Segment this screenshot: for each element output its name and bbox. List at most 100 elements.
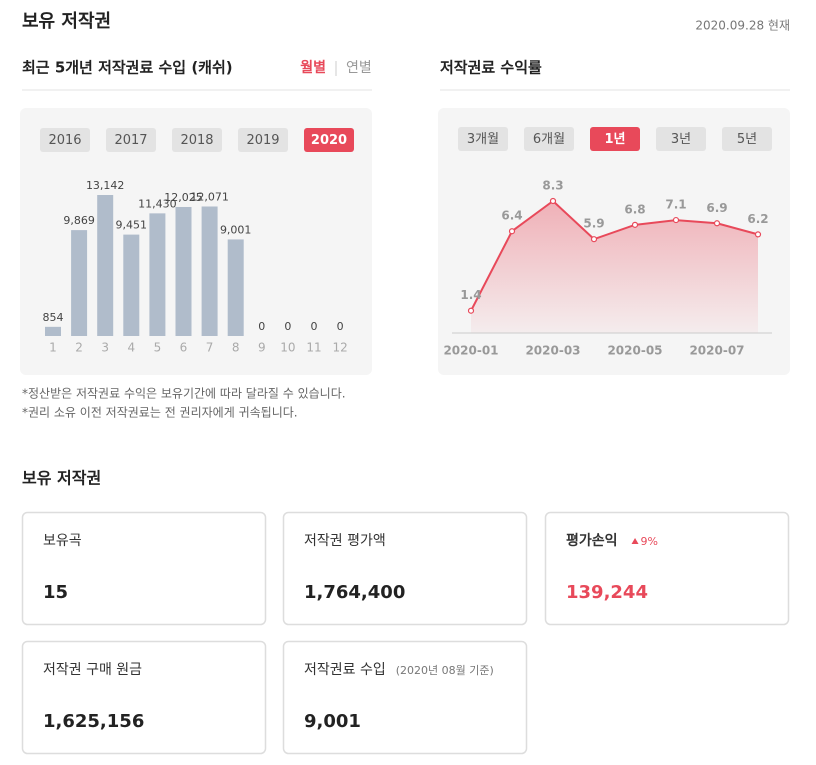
x-tick-label: 4	[127, 341, 135, 355]
note: *정산받은 저작권료 수익은 보유기간에 따라 달라질 수 있습니다.	[22, 387, 346, 401]
tab[interactable]	[40, 128, 90, 152]
card-label: 보유곡	[43, 533, 82, 549]
data-label: 1.4	[460, 288, 481, 302]
card	[282, 640, 528, 755]
toggle[interactable]: 월별	[300, 59, 326, 76]
card-value: 9,001	[304, 711, 361, 732]
data-label: 12,071	[190, 190, 229, 203]
x-tick-label: 2020-01	[443, 344, 498, 358]
tab-label[interactable]: 2016	[48, 133, 81, 148]
tab-label[interactable]: 2019	[246, 133, 279, 148]
point	[713, 220, 721, 227]
data-label: 0	[258, 320, 265, 333]
bar	[175, 206, 192, 336]
x-tick-label: 8	[232, 341, 240, 355]
bar	[97, 195, 114, 336]
date: 2020.09.28 현재	[695, 19, 790, 33]
tab[interactable]	[238, 128, 288, 152]
data-label: 11,430	[138, 197, 177, 210]
card-value: 1,764,400	[304, 582, 405, 603]
x-tick-label: 2	[75, 341, 83, 355]
tab[interactable]	[304, 128, 354, 152]
x-tick-label: 2020-07	[689, 344, 744, 358]
card-note: (2020년 08월 기준)	[396, 664, 494, 677]
point	[672, 216, 680, 224]
card	[544, 511, 790, 626]
bar	[227, 239, 244, 336]
section-title: 최근 5개년 저작권료 수입 (캐쉬)	[22, 59, 233, 77]
card-label: 저작권 평가액	[304, 533, 386, 549]
point	[590, 236, 598, 243]
x-tick-label: 10	[280, 341, 295, 355]
x-tick-label: 2020-03	[525, 344, 580, 358]
tab[interactable]	[656, 127, 706, 151]
bar	[123, 234, 140, 336]
point	[754, 231, 762, 238]
area	[471, 201, 758, 333]
card	[282, 511, 528, 626]
toggle[interactable]: 연별	[346, 60, 372, 76]
x-tick-label: 11	[306, 341, 321, 355]
tab-label[interactable]: 1년	[604, 132, 625, 147]
tab-label[interactable]: 3개월	[467, 132, 499, 147]
data-label: 12,025	[164, 191, 203, 204]
card	[21, 640, 267, 755]
card	[21, 511, 267, 626]
tab-label[interactable]: 2017	[114, 133, 147, 148]
x-tick-label: 7	[206, 341, 214, 355]
x-tick-label: 6	[180, 341, 188, 355]
tab[interactable]	[722, 127, 772, 151]
data-label: 6.8	[624, 202, 645, 216]
card-value: 15	[43, 582, 68, 603]
section-title: 보유 저작권	[22, 469, 101, 488]
bar	[201, 206, 218, 336]
card-label: 저작권료 수입	[304, 662, 386, 678]
data-label: 9,869	[63, 214, 95, 227]
tab[interactable]	[590, 127, 640, 151]
card-value: 1,625,156	[43, 711, 144, 732]
card-label: 평가손익	[566, 532, 618, 549]
card-change: 9%	[641, 535, 658, 548]
page-title: 보유 저작권	[22, 11, 111, 32]
tab[interactable]	[524, 127, 574, 151]
data-label: 6.2	[747, 212, 768, 226]
x-tick-label: 5	[154, 341, 162, 355]
data-label: 7.1	[665, 198, 686, 212]
card-label: 저작권 구매 원금	[43, 662, 142, 678]
bar	[71, 230, 88, 336]
data-label: 8.3	[542, 179, 563, 193]
card-value: 139,244	[566, 582, 648, 603]
x-tick-label: 3	[101, 341, 109, 355]
tab-label[interactable]: 6개월	[533, 132, 565, 147]
tab[interactable]	[106, 128, 156, 152]
tab-label[interactable]: 2018	[180, 133, 213, 148]
data-label: 9,001	[220, 223, 252, 236]
point	[549, 197, 557, 205]
tab-label[interactable]: 3년	[671, 132, 691, 147]
data-label: 5.9	[583, 217, 604, 231]
data-label: 0	[337, 320, 344, 333]
data-label: 13,142	[86, 179, 125, 192]
x-tick-label: 1	[49, 341, 57, 355]
tab[interactable]	[458, 127, 508, 151]
x-tick-label: 9	[258, 341, 266, 355]
section-title: 저작권료 수익률	[440, 59, 542, 77]
bar	[149, 213, 166, 336]
tab-label[interactable]: 2020	[311, 133, 347, 148]
up-arrow	[631, 538, 639, 544]
tab-label[interactable]: 5년	[737, 132, 757, 147]
cards: 보유곡 15 저작권 평가액 1,764,400 평가손익 9% 139,244 저작권 구매…	[21, 511, 790, 755]
data-label: 6.4	[501, 209, 522, 223]
note: *권리 소유 이전 저작권료는 전 권리자에게 귀속됩니다.	[22, 406, 298, 420]
data-label: 854	[43, 311, 64, 324]
point	[467, 307, 475, 314]
data-label: 0	[311, 320, 318, 333]
point	[508, 228, 516, 235]
data-label: 9,451	[116, 219, 148, 232]
bar	[45, 326, 61, 336]
tab[interactable]	[172, 128, 222, 152]
point	[631, 221, 639, 228]
